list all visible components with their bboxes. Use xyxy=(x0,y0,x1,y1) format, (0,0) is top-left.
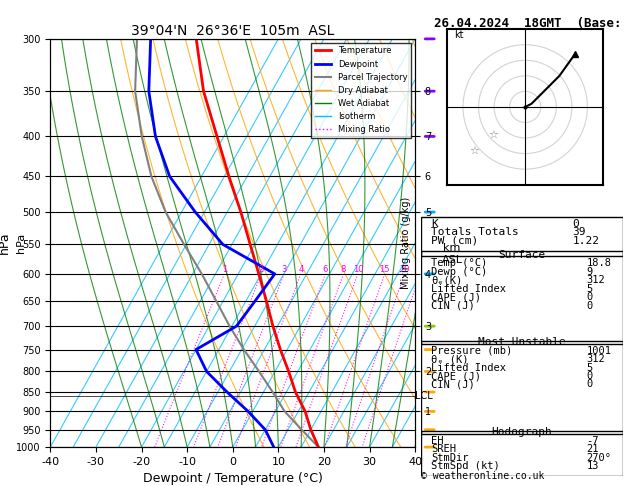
Y-axis label: km
ASL: km ASL xyxy=(442,243,462,264)
Text: 4: 4 xyxy=(298,265,304,274)
Text: 20: 20 xyxy=(399,265,409,274)
Text: hPa: hPa xyxy=(16,233,26,253)
Bar xyxy=(421,251,623,344)
Text: 0: 0 xyxy=(586,300,593,311)
Text: ☆: ☆ xyxy=(469,146,479,156)
Text: 13: 13 xyxy=(586,461,599,471)
Text: 1.22: 1.22 xyxy=(572,236,599,246)
Text: 18.8: 18.8 xyxy=(586,258,611,268)
Text: LCL: LCL xyxy=(415,391,433,401)
Bar xyxy=(421,431,623,476)
Text: 1: 1 xyxy=(221,265,227,274)
Text: 0: 0 xyxy=(586,371,593,381)
Text: Lifted Index: Lifted Index xyxy=(431,284,506,294)
Text: Temp (°C): Temp (°C) xyxy=(431,258,487,268)
Text: StmSpd (kt): StmSpd (kt) xyxy=(431,461,500,471)
Text: 15: 15 xyxy=(379,265,390,274)
Text: EH: EH xyxy=(431,436,444,446)
Text: 1001: 1001 xyxy=(586,346,611,356)
Y-axis label: hPa: hPa xyxy=(0,232,11,254)
Text: 0: 0 xyxy=(586,292,593,302)
Text: PW (cm): PW (cm) xyxy=(431,236,479,246)
Text: K: K xyxy=(431,219,438,229)
Text: CIN (J): CIN (J) xyxy=(431,380,476,389)
Bar xyxy=(421,217,623,257)
Text: 312: 312 xyxy=(586,354,605,364)
Text: Most Unstable: Most Unstable xyxy=(478,337,566,347)
Text: 39: 39 xyxy=(572,227,586,237)
Text: θₑ(K): θₑ(K) xyxy=(431,275,463,285)
Bar xyxy=(421,341,623,434)
Text: 6: 6 xyxy=(323,265,328,274)
Text: 26.04.2024  18GMT  (Base: 06): 26.04.2024 18GMT (Base: 06) xyxy=(434,17,629,30)
Text: SREH: SREH xyxy=(431,444,457,454)
Text: Dewp (°C): Dewp (°C) xyxy=(431,267,487,277)
Legend: Temperature, Dewpoint, Parcel Trajectory, Dry Adiabat, Wet Adiabat, Isotherm, Mi: Temperature, Dewpoint, Parcel Trajectory… xyxy=(311,43,411,138)
Text: StmDir: StmDir xyxy=(431,453,469,463)
Text: Totals Totals: Totals Totals xyxy=(431,227,520,237)
Text: kt: kt xyxy=(454,31,463,40)
Text: © weatheronline.co.uk: © weatheronline.co.uk xyxy=(421,471,545,481)
Text: 3: 3 xyxy=(281,265,287,274)
Text: ☆: ☆ xyxy=(488,130,498,140)
Text: 0: 0 xyxy=(572,219,579,229)
Text: 270°: 270° xyxy=(586,453,611,463)
Text: Surface: Surface xyxy=(498,250,546,260)
Text: 9: 9 xyxy=(586,267,593,277)
Text: Lifted Index: Lifted Index xyxy=(431,363,506,373)
Text: 8: 8 xyxy=(341,265,346,274)
Text: 0: 0 xyxy=(586,380,593,389)
X-axis label: Dewpoint / Temperature (°C): Dewpoint / Temperature (°C) xyxy=(143,472,323,486)
Text: CAPE (J): CAPE (J) xyxy=(431,292,481,302)
Title: 39°04'N  26°36'E  105m  ASL: 39°04'N 26°36'E 105m ASL xyxy=(131,24,335,38)
Text: 5: 5 xyxy=(586,284,593,294)
Text: Pressure (mb): Pressure (mb) xyxy=(431,346,513,356)
Text: 2: 2 xyxy=(259,265,264,274)
Text: Hodograph: Hodograph xyxy=(492,427,552,437)
Text: 5: 5 xyxy=(586,363,593,373)
Text: CAPE (J): CAPE (J) xyxy=(431,371,481,381)
Text: θₑ (K): θₑ (K) xyxy=(431,354,469,364)
Text: 21: 21 xyxy=(586,444,599,454)
Text: CIN (J): CIN (J) xyxy=(431,300,476,311)
Text: -7: -7 xyxy=(586,436,599,446)
Text: Mixing Ratio (g/kg): Mixing Ratio (g/kg) xyxy=(401,197,411,289)
Text: 312: 312 xyxy=(586,275,605,285)
Text: 10: 10 xyxy=(353,265,363,274)
